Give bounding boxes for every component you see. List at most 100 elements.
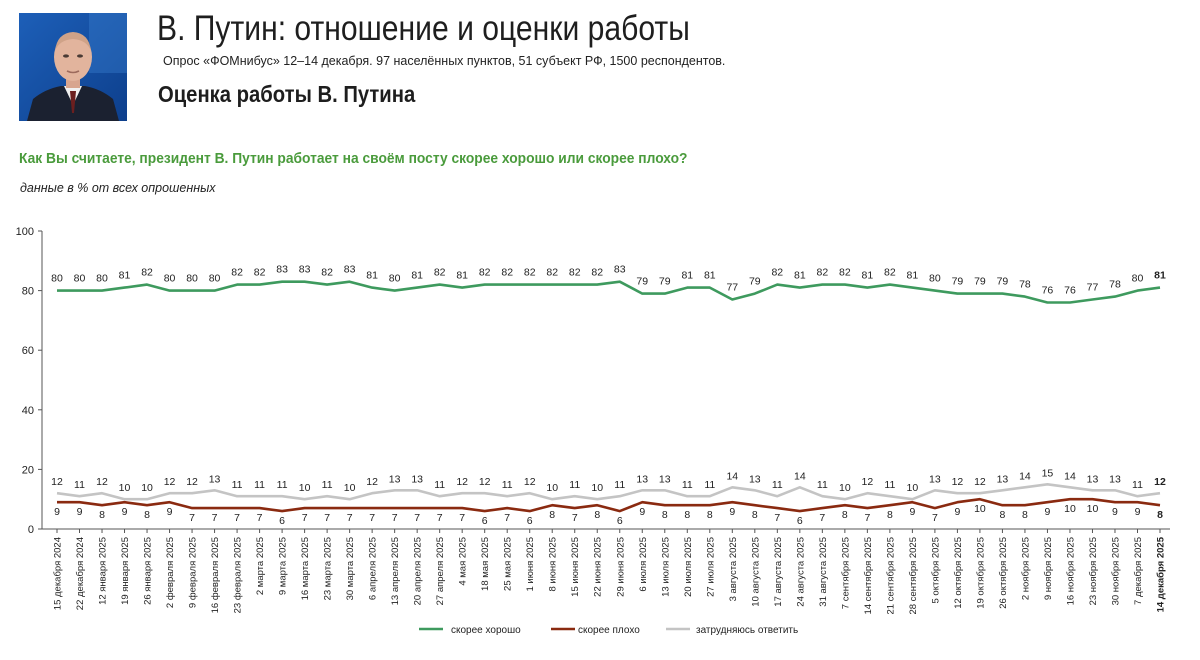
data-label: 13: [929, 473, 941, 485]
data-label: 9: [1112, 506, 1118, 518]
data-label: 7: [864, 512, 870, 524]
y-tick-label: 80: [22, 286, 34, 298]
data-label: 11: [884, 479, 895, 491]
data-label: 81: [794, 270, 806, 282]
x-tick-label: 5 октября 2025: [930, 537, 941, 604]
x-tick-label: 22 июня 2025: [593, 537, 604, 597]
data-label: 8: [684, 509, 690, 521]
data-label: 82: [771, 267, 783, 279]
data-label: 12: [479, 476, 491, 488]
legend-label: скорее плохо: [578, 625, 640, 636]
data-label: 82: [141, 267, 153, 279]
page-title: В. Путин: отношение и оценки работы: [157, 9, 690, 48]
data-label: 82: [569, 267, 581, 279]
data-label: 80: [389, 273, 401, 285]
x-tick-label: 21 сентября 2025: [885, 537, 896, 615]
data-label: 8: [752, 509, 758, 521]
data-label: 13: [389, 473, 401, 485]
x-tick-label: 15 июня 2025: [570, 537, 581, 597]
data-label: 78: [1019, 279, 1031, 291]
data-label: 10: [344, 482, 356, 494]
data-label: 9: [639, 506, 645, 518]
data-label: 8: [887, 509, 893, 521]
data-label: 8: [707, 509, 713, 521]
data-label: 7: [369, 512, 375, 524]
data-label: 15: [1042, 467, 1054, 479]
data-label: 82: [501, 267, 513, 279]
x-tick-label: 7 сентября 2025: [840, 537, 851, 609]
data-label: 9: [54, 506, 60, 518]
x-tick-label: 18 мая 2025: [480, 537, 491, 591]
x-tick-label: 2 марта 2025: [255, 537, 266, 595]
data-label: 80: [96, 273, 108, 285]
data-label: 12: [1154, 476, 1166, 488]
x-tick-label: 17 августа 2025: [773, 537, 784, 607]
data-label: 10: [591, 482, 603, 494]
x-tick-label: 28 сентября 2025: [908, 537, 919, 615]
data-label: 80: [929, 273, 941, 285]
data-label: 81: [907, 270, 919, 282]
data-label: 14: [1019, 470, 1031, 482]
data-label: 7: [302, 512, 308, 524]
data-label: 83: [276, 264, 288, 276]
data-label: 81: [681, 270, 693, 282]
x-tick-label: 20 июля 2025: [683, 537, 694, 597]
data-label: 7: [437, 512, 443, 524]
data-label: 80: [186, 273, 198, 285]
data-label: 80: [51, 273, 63, 285]
data-label: 7: [572, 512, 578, 524]
data-label: 76: [1042, 285, 1054, 297]
x-tick-label: 23 февраля 2025: [233, 537, 244, 613]
data-label: 11: [772, 479, 783, 491]
data-label: 82: [524, 267, 536, 279]
data-label: 6: [279, 515, 285, 527]
y-tick-label: 60: [22, 345, 34, 357]
data-label: 8: [549, 509, 555, 521]
portrait-photo: [19, 13, 127, 121]
data-label: 10: [839, 482, 851, 494]
x-tick-label: 12 января 2025: [98, 537, 109, 605]
data-label: 11: [322, 479, 333, 491]
data-label: 7: [932, 512, 938, 524]
x-tick-label: 6 июля 2025: [638, 537, 649, 592]
x-tick-label: 15 декабря 2024: [53, 537, 64, 610]
data-label: 7: [774, 512, 780, 524]
data-label: 81: [411, 270, 423, 282]
data-label: 11: [817, 479, 828, 491]
x-tick-label: 30 марта 2025: [345, 537, 356, 600]
series-line-1: [57, 280, 1161, 304]
data-label: 11: [434, 479, 445, 491]
data-label: 10: [299, 482, 311, 494]
data-label: 83: [614, 264, 626, 276]
data-label: 79: [659, 276, 671, 288]
data-label: 82: [839, 267, 851, 279]
data-label: 7: [414, 512, 420, 524]
data-label: 7: [189, 512, 195, 524]
data-label: 77: [1087, 282, 1099, 294]
data-label: 82: [231, 267, 243, 279]
data-label: 9: [167, 506, 173, 518]
y-tick-label: 20: [22, 464, 34, 476]
data-label: 12: [96, 476, 108, 488]
x-tick-label: 27 апреля 2025: [435, 537, 446, 605]
x-tick-label: 16 марта 2025: [300, 537, 311, 600]
x-tick-label: 20 апреля 2025: [413, 537, 424, 605]
x-tick-label: 13 апреля 2025: [390, 537, 401, 605]
data-label: 7: [347, 512, 353, 524]
data-label: 12: [524, 476, 536, 488]
y-tick-label: 0: [28, 524, 34, 536]
section-heading: Оценка работы В. Путина: [158, 81, 416, 107]
data-label: 9: [729, 506, 735, 518]
x-tick-label: 16 ноября 2025: [1065, 537, 1076, 605]
data-label: 9: [954, 506, 960, 518]
data-label: 12: [456, 476, 468, 488]
legend-label: скорее хорошо: [451, 625, 521, 636]
data-label: 7: [459, 512, 465, 524]
x-tick-label: 8 июня 2025: [548, 537, 559, 592]
data-label: 82: [254, 267, 266, 279]
legend-label: затрудняюсь ответить: [696, 625, 798, 636]
x-tick-label: 16 февраля 2025: [210, 537, 221, 613]
data-label: 12: [366, 476, 378, 488]
x-tick-label: 2 ноября 2025: [1020, 537, 1031, 600]
data-label: 9: [1135, 506, 1141, 518]
